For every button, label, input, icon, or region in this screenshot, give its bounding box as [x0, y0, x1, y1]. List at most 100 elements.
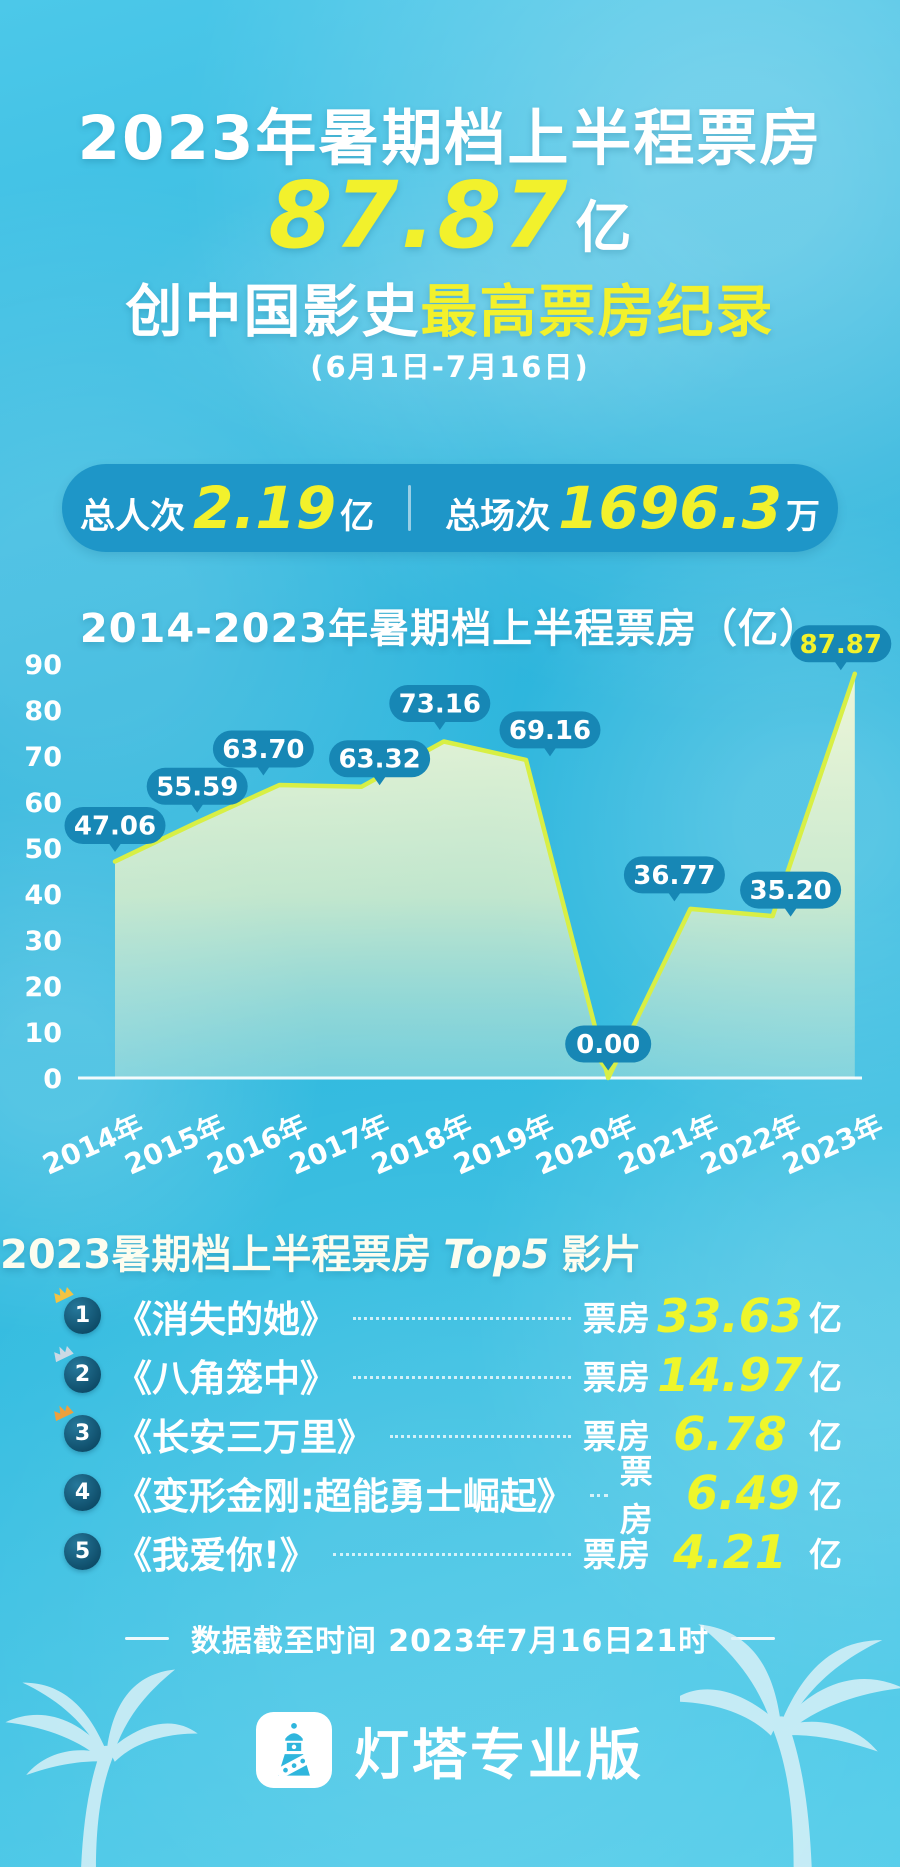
- data-label-value: 73.16: [399, 689, 481, 719]
- headline-number: 87.87: [268, 162, 570, 269]
- rank-number: 3: [74, 1421, 91, 1446]
- boxoffice-value: 14.97: [657, 1347, 803, 1402]
- zero-marker-icon: [598, 1059, 619, 1076]
- stat-admissions-value: 2.19: [193, 474, 337, 542]
- stat-screenings-value: 1696.3: [558, 474, 782, 542]
- list-item: 3 《长安三万里》 票房 6.78 亿: [54, 1404, 842, 1463]
- stat-screenings-label: 总场次: [445, 497, 551, 537]
- data-label-pill: [499, 711, 601, 749]
- top5-title-suffix: 影片: [561, 1232, 642, 1278]
- dot-leader: [390, 1435, 571, 1438]
- rank-number: 1: [74, 1303, 91, 1328]
- data-label-value: 63.32: [338, 745, 420, 775]
- data-label-pill: [329, 740, 431, 778]
- movie-title: 《我爱你!》: [115, 1533, 317, 1577]
- top5-title-prefix: 2023暑期档上半程票房: [0, 1232, 432, 1278]
- boxoffice-unit: 亿: [809, 1534, 842, 1574]
- dot-leader: [353, 1376, 571, 1379]
- data-label-pill: [64, 807, 166, 845]
- boxoffice-label: 票房: [583, 1534, 651, 1574]
- boxoffice-label: 票房: [583, 1357, 651, 1397]
- footer-dash-left: [124, 1636, 169, 1640]
- chart-title: 2014-2023年暑期档上半程票房（亿）: [79, 606, 821, 652]
- boxoffice-unit: 亿: [809, 1475, 842, 1515]
- footer-note-text: 数据截至时间 2023年7月16日21时: [190, 1624, 710, 1659]
- data-label-tail: [601, 1060, 616, 1071]
- dot-leader: [332, 1553, 571, 1556]
- movie-title: 《消失的她》: [115, 1297, 337, 1341]
- list-item: 2 《八角笼中》 票房 14.97 亿: [54, 1345, 842, 1404]
- crown-icon: [54, 1404, 74, 1422]
- rank-number: 2: [74, 1362, 91, 1387]
- data-label-pill: [146, 767, 248, 805]
- record-line-yellow: 最高票房纪录: [420, 279, 775, 345]
- y-tick-label: 10: [24, 1018, 62, 1049]
- area-fill: [115, 673, 855, 1078]
- footer-note: 数据截至时间 2023年7月16日21时: [0, 1616, 900, 1660]
- boxoffice-label: 票房: [619, 1451, 654, 1539]
- data-label-value: 55.59: [156, 772, 238, 802]
- data-label-pill: [565, 1025, 652, 1063]
- data-label-value: 87.87: [800, 630, 882, 660]
- brand-name: 灯塔专业版: [353, 1723, 644, 1787]
- date-range: (6月1日-7月16日): [310, 350, 590, 384]
- brand-logo: 灯塔专业版: [0, 1710, 900, 1790]
- boxoffice-value: 6.49: [686, 1465, 800, 1520]
- boxoffice-value: 6.78: [673, 1406, 787, 1461]
- crown-icon: [54, 1345, 74, 1363]
- boxoffice-value: 4.21: [673, 1524, 787, 1579]
- top5-title-highlight: Top5: [443, 1232, 550, 1278]
- data-label-tail: [432, 719, 447, 730]
- y-tick-label: 80: [24, 696, 62, 727]
- stat-admissions: 总人次 2.19 亿: [80, 474, 374, 542]
- boxoffice-unit: 亿: [809, 1357, 842, 1397]
- y-tick-label: 50: [24, 834, 62, 865]
- boxoffice-unit: 亿: [809, 1298, 842, 1338]
- boxoffice-area-chart: 01020304050607080902014年2015年2016年2017年2…: [24, 625, 892, 1181]
- data-label-pill: [212, 730, 314, 768]
- boxoffice-label: 票房: [583, 1298, 651, 1338]
- page-title: 2023年暑期档上半程票房: [77, 103, 823, 174]
- data-label-value: 63.70: [222, 735, 304, 765]
- movie-title: 《八角笼中》: [115, 1356, 337, 1400]
- lighthouse-icon: [255, 1712, 332, 1788]
- data-label-pill: [623, 856, 725, 894]
- record-line: 创中国影史最高票房纪录: [0, 266, 900, 348]
- y-tick-label: 90: [24, 650, 62, 681]
- data-label-tail: [256, 765, 271, 776]
- rank-badge: 2: [54, 1345, 101, 1393]
- data-label-pill: [389, 684, 491, 722]
- stat-admissions-unit: 亿: [340, 497, 375, 537]
- stat-admissions-label: 总人次: [80, 497, 186, 537]
- stats-divider: [408, 485, 412, 531]
- y-tick-label: 70: [24, 742, 62, 773]
- data-label-value: 0.00: [576, 1030, 640, 1060]
- top5-section-title: 2023暑期档上半程票房 Top5 影片: [0, 1222, 641, 1280]
- list-item: 4 《变形金刚:超能勇士崛起》 票房 6.49 亿: [64, 1452, 842, 1539]
- rank-number: 5: [74, 1539, 91, 1564]
- record-line-white: 创中国影史: [125, 279, 421, 345]
- rank-number: 4: [74, 1480, 91, 1505]
- y-tick-label: 30: [24, 926, 62, 957]
- data-label-pill: [790, 625, 892, 663]
- movie-title: 《变形金刚:超能勇士崛起》: [115, 1474, 574, 1518]
- boxoffice-label: 票房: [583, 1416, 651, 1456]
- top5-list: 1 《消失的她》 票房 33.63 亿 2 《八角笼中》 票房 14.97 亿: [54, 1286, 842, 1581]
- y-tick-label: 20: [24, 972, 62, 1003]
- stats-bar: 总人次 2.19 亿 总场次 1696.3 万: [62, 464, 838, 552]
- rank-badge: 4: [64, 1474, 101, 1511]
- movie-title: 《长安三万里》: [115, 1415, 374, 1459]
- data-label-tail: [543, 746, 557, 757]
- dot-leader: [589, 1494, 608, 1497]
- data-label-tail: [833, 660, 848, 671]
- data-label-tail: [372, 775, 387, 786]
- list-item: 5 《我爱你!》 票房 4.21 亿: [64, 1522, 842, 1581]
- list-item: 1 《消失的她》 票房 33.63 亿: [54, 1286, 842, 1345]
- data-label-tail: [190, 802, 205, 813]
- crown-icon: [54, 1286, 74, 1304]
- data-label-value: 35.20: [749, 876, 831, 906]
- data-label-pill: [740, 871, 842, 909]
- rank-badge: 3: [54, 1404, 101, 1452]
- data-label-tail: [667, 891, 682, 902]
